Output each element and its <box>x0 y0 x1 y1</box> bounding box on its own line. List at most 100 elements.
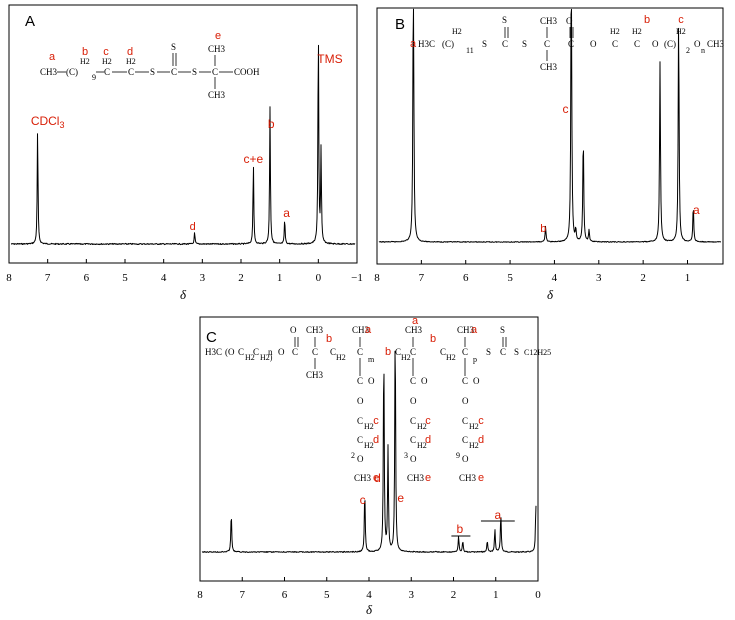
peak-label-tms: TMS <box>317 52 342 66</box>
struct-b-letter-c: c <box>678 14 684 26</box>
struct-b-c5: C <box>634 39 640 49</box>
struct-c-p-sub9: 9 <box>456 451 460 460</box>
struct-c-letter-b-mid: b <box>385 346 391 358</box>
x-tick-label: 3 <box>200 272 206 284</box>
x-tick-label: 2 <box>238 272 244 284</box>
struct-c-h3c: H3C <box>205 347 222 357</box>
x-tick-label: 0 <box>535 589 541 601</box>
struct-c-letter-c2: c <box>425 415 431 427</box>
struct-c-letter-b2: b <box>430 333 436 345</box>
panel-b: B 8 7 6 5 4 3 2 1 δ c b a a b c H3C (C) H2 11 S C… <box>374 7 725 302</box>
struct-c-p-co: C <box>462 376 468 386</box>
panel-c-structure: H3C (O C H2 C H2) n O C O C CH3 CH3 C H2… <box>205 315 551 484</box>
panel-a-spectrum <box>11 44 356 246</box>
struct-a-ch3: CH3 <box>40 67 58 77</box>
peak-label-b: b <box>456 522 463 536</box>
struct-c-p-o2: O <box>462 454 469 464</box>
struct-c-m-c1: C <box>357 416 363 426</box>
struct-b-s2: S <box>522 39 527 49</box>
struct-c-letter-e3: e <box>478 472 484 484</box>
struct-c-letter-e1: e <box>373 472 379 484</box>
struct-a-s1: S <box>150 67 155 77</box>
struct-c-p-o: O <box>462 396 469 406</box>
panel-a-label: A <box>25 13 35 30</box>
struct-c-n-sub3: 3 <box>404 451 408 460</box>
struct-b-ch3-top: CH3 <box>540 16 558 26</box>
struct-a-ch3-top: CH3 <box>208 44 226 54</box>
struct-c-h2-1: H2 <box>336 353 346 362</box>
x-tick-label: 5 <box>324 589 330 601</box>
x-tick-label: 8 <box>6 272 12 284</box>
struct-c-c-thio: C <box>500 347 506 357</box>
panel-a: A 8 7 6 5 4 3 2 1 0 −1 δ CDCl3 d c+e b a TMS a b c d e… <box>6 4 363 302</box>
peak-label-c: c <box>563 102 569 116</box>
struct-b-sub2: 2 <box>686 46 690 55</box>
struct-a-ch3-bottom: CH3 <box>208 90 226 100</box>
struct-a-s2: S <box>192 67 197 77</box>
struct-b-h2-4: H2 <box>676 27 686 36</box>
struct-a-letter-c: c <box>103 46 109 58</box>
panel-b-peak-labels: c b a <box>540 102 700 235</box>
struct-c-m-sub2: 2 <box>351 451 355 460</box>
struct-c-peg-close: n <box>268 347 273 357</box>
struct-c-p-ch3: CH3 <box>457 325 475 335</box>
struct-c-n-o: O <box>410 396 417 406</box>
struct-c-m-sub: m <box>368 355 375 364</box>
panel-b-spectrum <box>378 8 721 243</box>
peak-label-c-e: c+e <box>244 152 264 166</box>
struct-b-repeat-2: (C) <box>664 39 676 49</box>
struct-b-letter-b: b <box>644 14 650 26</box>
x-tick-label: 7 <box>419 272 425 284</box>
struct-a-c2: C <box>128 67 134 77</box>
struct-c-p-o-dbl: O <box>473 376 480 386</box>
struct-c-n-o-dbl: O <box>421 376 428 386</box>
x-tick-label: 0 <box>316 272 322 284</box>
x-tick-label: 5 <box>122 272 128 284</box>
struct-c-p-ch3-end: CH3 <box>459 473 477 483</box>
panel-a-peak-labels: CDCl3 d c+e b a TMS <box>31 52 343 233</box>
struct-c-n-h2-2: H2 <box>417 441 427 450</box>
panel-a-frame <box>8 4 358 264</box>
x-tick-label: 4 <box>161 272 167 284</box>
struct-c-n-c: C <box>410 347 416 357</box>
peak-label-d: d <box>190 221 196 233</box>
struct-b-sub-n: n <box>701 46 705 55</box>
struct-c-letter-a3: a <box>471 324 478 336</box>
struct-c-letter-d2: d <box>425 434 431 446</box>
struct-c-h2-2: H2 <box>401 353 411 362</box>
peak-label-a: a <box>693 203 700 217</box>
struct-c-p-h2-1: H2 <box>469 422 479 431</box>
panel-c-x-label: δ <box>366 602 373 617</box>
x-tick-label: 2 <box>451 589 457 601</box>
x-tick-label: 2 <box>640 272 646 284</box>
struct-c-p-c1: C <box>462 416 468 426</box>
struct-c-p-sub: p <box>473 355 477 364</box>
struct-c-letter-e2: e <box>425 472 431 484</box>
struct-b-h2-2: H2 <box>610 27 620 36</box>
struct-c-m-h2-1: H2 <box>364 422 374 431</box>
struct-c-m-o2: O <box>357 454 364 464</box>
struct-c-n-co: C <box>410 376 416 386</box>
peak-label-a: a <box>495 508 502 522</box>
struct-c-o-carbonyl: O <box>290 325 297 335</box>
struct-c-m-h2-2: H2 <box>364 441 374 450</box>
struct-a-letter-a: a <box>49 51 56 63</box>
struct-a-c4: C <box>212 67 218 77</box>
struct-b-h3c: H3C <box>418 39 435 49</box>
struct-b-c2: C <box>544 39 550 49</box>
panel-b-frame <box>376 7 724 265</box>
struct-b-o3: O <box>694 39 701 49</box>
struct-c-peg-h2-2: H2) <box>260 353 273 362</box>
struct-c-n-ch3: CH3 <box>405 325 423 335</box>
x-tick-label: −1 <box>351 272 363 284</box>
struct-b-s-thione: S <box>502 15 507 25</box>
struct-c-cq: C <box>312 347 318 357</box>
struct-a-c1: C <box>104 67 110 77</box>
struct-b-h2-3: H2 <box>632 27 642 36</box>
struct-b-o-ester: O <box>590 39 597 49</box>
struct-b-o2: O <box>652 39 659 49</box>
struct-b-c1: C <box>502 39 508 49</box>
x-tick-label: 1 <box>277 272 283 284</box>
struct-c-p-h2-2: H2 <box>469 441 479 450</box>
